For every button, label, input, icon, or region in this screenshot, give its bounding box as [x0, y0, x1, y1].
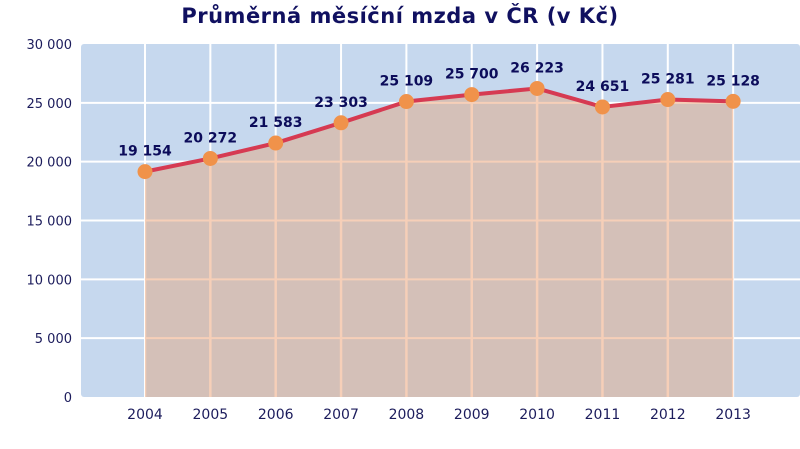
data-labels: 19 154 20 272 21 583 23 303 25 109 25 700 26 2… — [118, 60, 760, 159]
y-tick-label: 10 000 — [27, 273, 73, 288]
data-point-marker — [529, 80, 545, 96]
data-point-marker — [725, 93, 741, 109]
data-label: 21 583 — [249, 115, 303, 131]
x-tick-label: 2005 — [193, 407, 229, 423]
data-line — [144, 86, 734, 174]
x-tick-label: 2008 — [389, 407, 425, 423]
x-tick-label: 2010 — [519, 407, 555, 423]
y-tick-label: 5 000 — [35, 332, 72, 347]
x-tick-label: 2012 — [650, 407, 686, 423]
y-tick-label: 0 — [64, 391, 72, 406]
area-fill — [145, 88, 734, 398]
x-axis-ticks: 2004 2005 2006 2007 2008 2009 2010 2011 2012 2013 — [127, 407, 751, 423]
data-point-marker — [333, 115, 349, 131]
chart-title: Průměrná měsíční mzda v ČR (v Kč) — [181, 4, 619, 28]
data-point-marker — [594, 99, 610, 115]
data-label: 26 223 — [510, 60, 564, 76]
data-point-marker — [202, 150, 218, 166]
data-label: 24 651 — [576, 79, 630, 95]
data-label: 25 109 — [380, 74, 434, 90]
x-tick-label: 2004 — [127, 407, 163, 423]
y-tick-label: 30 000 — [27, 38, 73, 53]
data-point-marker — [464, 87, 480, 103]
data-label: 23 303 — [314, 95, 368, 111]
y-axis-ticks: 0 5 000 10 000 15 000 20 000 25 000 30 000 — [27, 38, 73, 406]
y-tick-label: 15 000 — [27, 215, 73, 230]
x-tick-label: 2009 — [454, 407, 490, 423]
x-tick-label: 2006 — [258, 407, 294, 423]
y-tick-label: 20 000 — [27, 156, 73, 171]
data-label: 20 272 — [184, 130, 238, 146]
data-point-marker — [660, 92, 676, 108]
x-tick-label: 2013 — [715, 407, 751, 423]
data-point-marker — [398, 94, 414, 110]
data-label: 25 700 — [445, 67, 499, 83]
data-label: 25 281 — [641, 72, 695, 88]
x-tick-label: 2011 — [585, 407, 621, 423]
data-label: 19 154 — [118, 144, 172, 160]
data-point-marker — [268, 135, 284, 151]
y-tick-label: 25 000 — [27, 97, 73, 112]
data-markers — [137, 80, 741, 180]
data-label: 25 128 — [706, 73, 760, 89]
data-point-marker — [137, 164, 153, 180]
x-tick-label: 2007 — [323, 407, 359, 423]
